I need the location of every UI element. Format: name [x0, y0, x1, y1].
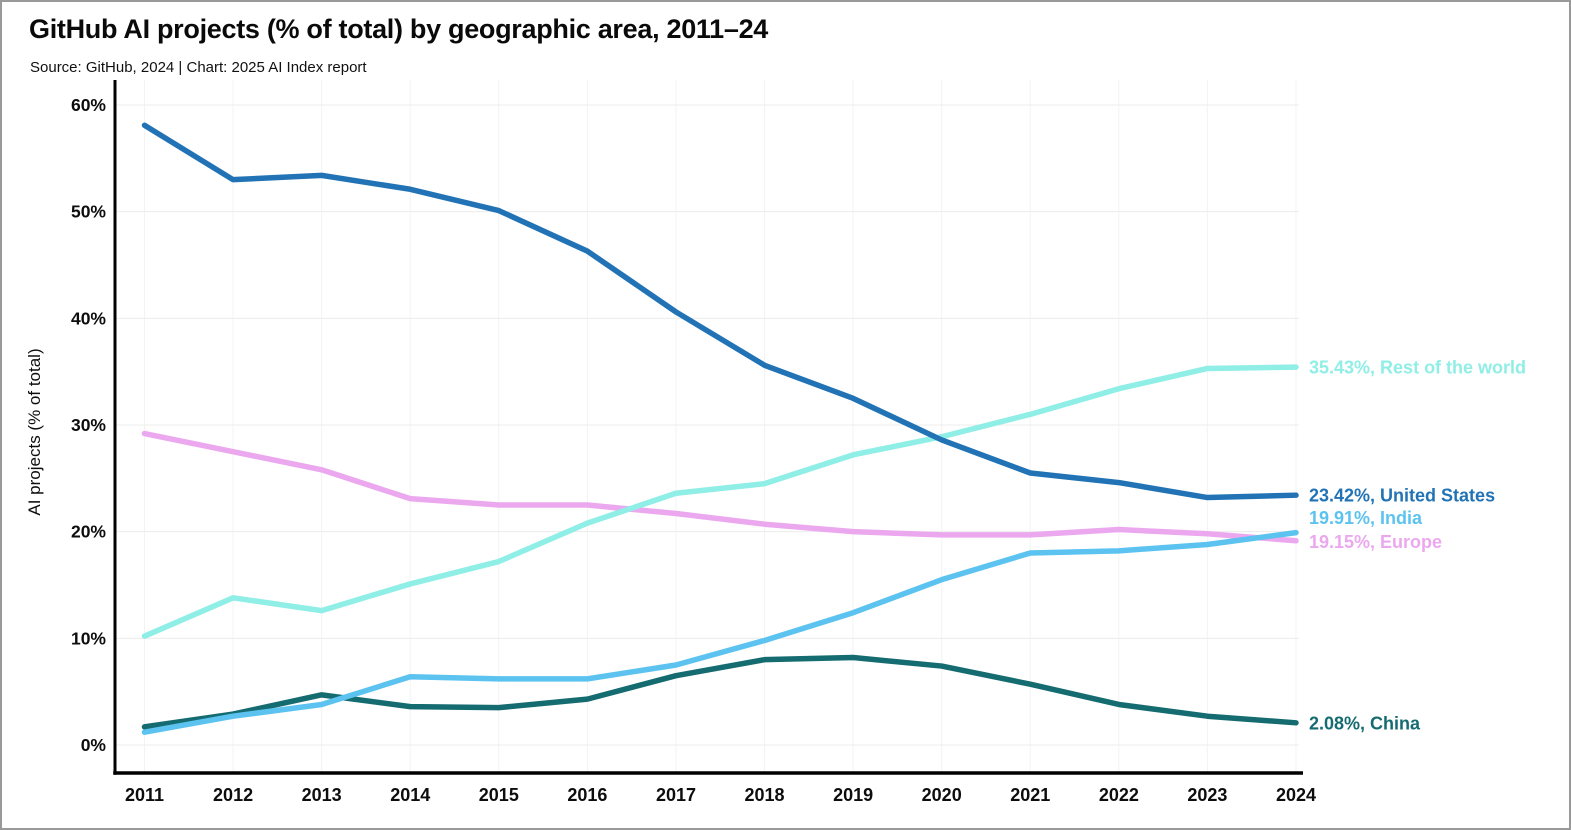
x-tick-label: 2023	[1187, 785, 1227, 805]
y-tick-label: 10%	[71, 628, 106, 648]
x-tick-label: 2013	[302, 785, 342, 805]
y-tick-label: 40%	[71, 308, 106, 328]
series-line-united-states	[141, 122, 1299, 501]
x-tick-label: 2011	[125, 785, 164, 805]
chart-title: GitHub AI projects (% of total) by geogr…	[29, 14, 768, 44]
series-line-india	[141, 529, 1299, 735]
x-tick-label: 2017	[656, 785, 696, 805]
x-tick-label: 2012	[213, 785, 253, 805]
x-tick-label: 2024	[1276, 785, 1316, 805]
series-end-label-united-states: 23.42%, United States	[1309, 486, 1495, 506]
series-end-label-india: 19.91%, India	[1309, 508, 1423, 528]
series-end-label-rest-of-the-world: 35.43%, Rest of the world	[1309, 358, 1526, 378]
chart-source-caption: Source: GitHub, 2024 | Chart: 2025 AI In…	[30, 59, 367, 76]
series-line-europe	[141, 430, 1299, 544]
y-tick-label: 60%	[71, 95, 106, 115]
x-tick-label: 2021	[1010, 785, 1050, 805]
series-line-china	[141, 654, 1299, 730]
series-end-label-china: 2.08%, China	[1309, 713, 1421, 733]
y-tick-label: 0%	[81, 735, 107, 755]
series-lines	[141, 122, 1299, 735]
x-tick-label: 2019	[833, 785, 873, 805]
series-end-label-europe: 19.15%, Europe	[1309, 532, 1442, 552]
y-tick-labels: 0% 10% 20% 30% 40% 50% 60%	[71, 95, 106, 755]
x-tick-labels: 2011 2012 2013 2014 2015 2016 2017 2018 2019 2020…	[125, 785, 1316, 805]
y-tick-label: 50%	[71, 202, 106, 222]
y-tick-label: 20%	[71, 522, 106, 542]
x-tick-label: 2015	[479, 785, 519, 805]
x-tick-label: 2016	[567, 785, 607, 805]
y-gridlines	[115, 104, 1299, 746]
x-tick-label: 2018	[745, 785, 785, 805]
x-tick-label: 2022	[1099, 785, 1139, 805]
series-end-labels: 23.42%, United States 35.43%, Rest of the…	[1309, 358, 1526, 734]
x-tick-label: 2014	[390, 785, 430, 805]
y-tick-label: 30%	[71, 415, 106, 435]
series-line-rest-of-the-world	[141, 364, 1299, 639]
x-tick-label: 2020	[922, 785, 962, 805]
